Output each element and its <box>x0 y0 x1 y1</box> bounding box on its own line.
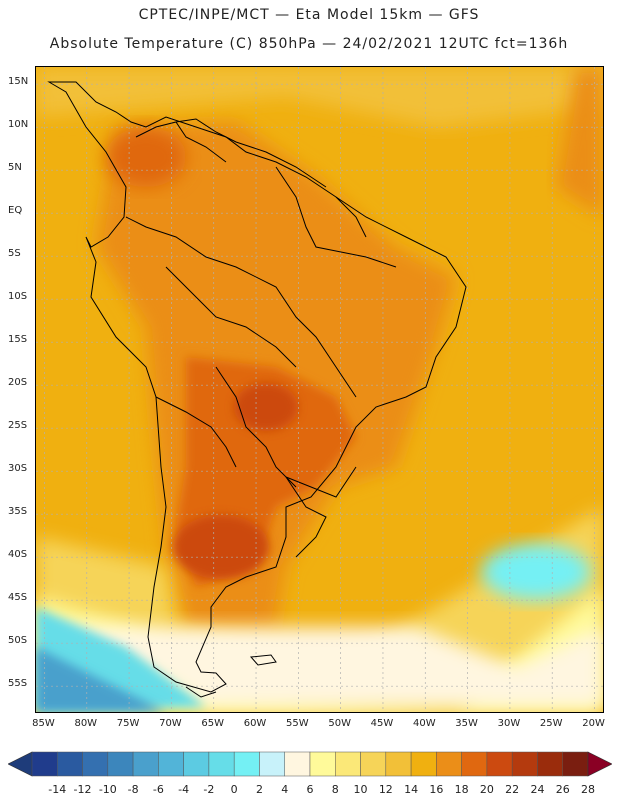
colorbar-under-arrow <box>7 751 33 777</box>
longitude-label: 70W <box>159 718 182 729</box>
colorbar-swatch <box>82 751 109 777</box>
field-24-chaco <box>234 383 298 431</box>
latitude-label: 20S <box>8 377 28 389</box>
colorbar-label: 20 <box>479 783 494 796</box>
field-22-north <box>106 127 186 187</box>
longitude-label: 25W <box>539 718 563 729</box>
colorbar-swatch <box>385 751 412 777</box>
temperature-map <box>35 66 604 713</box>
longitude-label: 65W <box>201 718 225 729</box>
colorbar-label: 8 <box>331 783 339 796</box>
colorbar-label: 10 <box>353 783 368 796</box>
colorbar-label: 16 <box>429 783 444 796</box>
colorbar-label: 28 <box>581 783 595 796</box>
longitude-label: 35W <box>455 718 478 729</box>
colorbar-label: 18 <box>454 783 469 796</box>
colorbar-label: 6 <box>306 783 314 796</box>
colorbar-swatch <box>57 751 83 777</box>
colorbar-swatch <box>360 751 387 777</box>
map-subtitle: Absolute Temperature (C) 850hPa — 24/02/… <box>49 36 569 52</box>
longitude-label: 30W <box>497 718 521 729</box>
colorbar-swatch <box>511 751 538 777</box>
colorbar-swatch <box>284 751 311 777</box>
map-title: CPTEC/INPE/MCT — Eta Model 15km — GFS <box>138 7 480 23</box>
latitude-label: 55S <box>8 678 28 690</box>
field-2-southeast <box>481 544 591 600</box>
colorbar-swatch <box>461 751 488 777</box>
longitude-label: 40W <box>412 718 436 729</box>
latitude-label: 50S <box>8 635 28 647</box>
colorbar-swatch <box>486 751 513 777</box>
colorbar-over-arrow <box>587 751 613 777</box>
latitude-label: 35S <box>8 506 28 518</box>
field-m2-southwest <box>36 647 166 712</box>
longitude-label: 80W <box>74 718 98 729</box>
colorbar-swatch <box>410 751 437 777</box>
longitude-label: 60W <box>243 718 267 729</box>
colorbar-swatch <box>537 751 563 777</box>
longitude-label: 85W <box>32 718 55 729</box>
latitude-label: 45S <box>8 592 28 604</box>
latitude-label: 15N <box>8 76 29 88</box>
latitude-label: 5N <box>8 162 22 174</box>
longitude-label: 55W <box>286 718 309 729</box>
latitude-label: 25S <box>8 420 28 432</box>
field-18-north <box>36 67 603 127</box>
latitude-label: EQ <box>8 205 23 217</box>
field-20-atlantic <box>556 67 603 217</box>
longitude-label: 50W <box>328 718 351 729</box>
colorbar-swatch <box>259 751 285 777</box>
colorbar-swatch <box>107 751 134 777</box>
colorbar-label: 4 <box>281 783 289 796</box>
latitude-label: 15S <box>8 334 28 346</box>
colorbar-label: -10 <box>98 783 117 796</box>
colorbar-swatch <box>31 751 58 777</box>
colorbar-label: -4 <box>178 783 190 796</box>
colorbar-label: 26 <box>555 783 570 796</box>
latitude-label: 5S <box>8 248 21 260</box>
colorbar-label: -12 <box>73 783 92 796</box>
longitude-label: 45W <box>370 718 394 729</box>
longitude-label: 75W <box>116 718 140 729</box>
colorbar <box>7 751 613 777</box>
colorbar-label: 22 <box>505 783 520 796</box>
colorbar-swatch <box>436 751 462 777</box>
colorbar-swatch <box>132 751 159 777</box>
colorbar-label: -2 <box>203 783 215 796</box>
colorbar-swatch <box>335 751 361 777</box>
colorbar-swatch <box>158 751 184 777</box>
latitude-label: 40S <box>8 549 28 561</box>
colorbar-swatch <box>309 751 336 777</box>
colorbar-label: 14 <box>404 783 419 796</box>
colorbar-label: -14 <box>48 783 67 796</box>
colorbar-label: 12 <box>378 783 393 796</box>
field-24-argentina <box>173 515 269 579</box>
colorbar-label: -8 <box>127 783 139 796</box>
colorbar-label: -6 <box>152 783 164 796</box>
longitude-label: 20W <box>582 718 605 729</box>
colorbar-swatch <box>208 751 235 777</box>
colorbar-swatch <box>183 751 210 777</box>
colorbar-label: 2 <box>255 783 263 796</box>
colorbar-label: 0 <box>230 783 238 796</box>
colorbar-label: 24 <box>530 783 545 796</box>
latitude-label: 10S <box>8 291 28 303</box>
coastline <box>47 81 467 698</box>
colorbar-swatch <box>233 751 260 777</box>
latitude-label: 30S <box>8 463 28 475</box>
latitude-label: 10N <box>8 119 29 131</box>
colorbar-swatch <box>562 751 589 777</box>
